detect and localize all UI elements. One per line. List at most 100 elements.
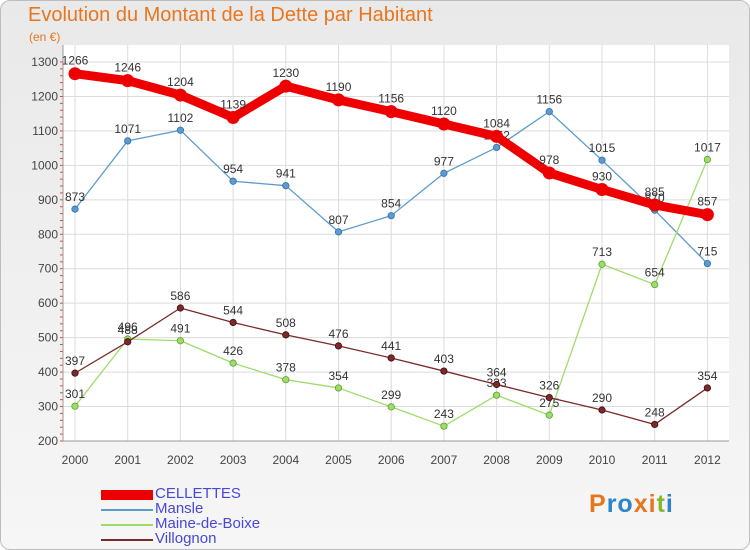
data-point-maine-de-boixe xyxy=(492,391,501,399)
legend-label-maine-de-boixe: Maine-de-Boixe xyxy=(155,515,261,532)
y-tick-label: 700 xyxy=(38,262,58,276)
data-point-villognon xyxy=(545,393,553,402)
x-tick-label: 2005 xyxy=(325,453,352,467)
x-tick-label: 2007 xyxy=(431,453,458,467)
data-label-cellettes: 1084 xyxy=(483,116,510,130)
legend-label-villognon: Villognon xyxy=(155,530,217,547)
data-point-cellettes xyxy=(542,166,556,180)
data-label-mansle: 1071 xyxy=(114,122,141,136)
data-point-cellettes xyxy=(279,79,293,93)
data-point-cellettes xyxy=(68,67,82,81)
legend-swatch-cellettes xyxy=(101,489,153,500)
y-tick-label: 1100 xyxy=(32,124,58,138)
data-point-villognon xyxy=(651,420,659,429)
data-label-maine-de-boixe: 299 xyxy=(381,388,401,402)
data-point-villognon xyxy=(71,369,79,377)
data-point-villognon xyxy=(387,354,395,362)
data-label-maine-de-boixe: 354 xyxy=(328,369,348,383)
x-tick-label: 2004 xyxy=(272,453,299,467)
data-point-maine-de-boixe xyxy=(651,280,659,289)
data-label-maine-de-boixe: 378 xyxy=(276,361,296,375)
data-label-cellettes: 1156 xyxy=(378,92,404,106)
data-label-mansle: 977 xyxy=(434,154,454,168)
data-point-villognon xyxy=(598,406,606,414)
data-point-mansle xyxy=(492,143,501,152)
data-label-mansle: 873 xyxy=(65,190,85,204)
data-label-maine-de-boixe: 654 xyxy=(645,266,665,280)
x-tick-label: 2008 xyxy=(483,453,510,467)
data-point-cellettes xyxy=(490,129,504,143)
data-point-cellettes xyxy=(332,93,345,107)
data-label-mansle: 941 xyxy=(276,167,296,181)
legend-swatch-villognon xyxy=(101,538,153,541)
logo-letter: P xyxy=(589,490,607,518)
data-label-cellettes: 1190 xyxy=(326,80,352,94)
x-tick-label: 2001 xyxy=(114,453,141,467)
data-label-villognon: 403 xyxy=(434,352,454,366)
data-label-maine-de-boixe: 491 xyxy=(170,322,190,336)
data-label-cellettes: 885 xyxy=(645,185,665,199)
chart-subtitle: (en €) xyxy=(29,30,61,44)
legend-label-cellettes: CELLETTES xyxy=(155,485,241,502)
data-label-cellettes: 1139 xyxy=(220,97,246,111)
chart-title: Evolution du Montant de la Dette par Hab… xyxy=(28,4,433,26)
data-point-cellettes xyxy=(121,74,135,88)
data-point-maine-de-boixe xyxy=(334,384,343,392)
y-tick-label: 900 xyxy=(38,193,58,207)
y-tick-label: 1300 xyxy=(31,55,58,69)
data-point-mansle xyxy=(71,205,79,213)
y-tick-label: 200 xyxy=(38,434,58,448)
data-label-cellettes: 978 xyxy=(539,153,559,167)
x-tick-label: 2000 xyxy=(62,453,89,467)
data-label-maine-de-boixe: 426 xyxy=(223,344,243,358)
data-label-villognon: 586 xyxy=(170,289,190,303)
data-label-maine-de-boixe: 713 xyxy=(592,245,612,259)
data-label-villognon: 476 xyxy=(328,327,348,341)
data-point-cellettes xyxy=(700,208,714,222)
data-label-villognon: 397 xyxy=(65,354,85,368)
data-point-mansle xyxy=(229,177,237,185)
legend-swatch-maine-de-boixe xyxy=(101,523,153,526)
data-point-villognon xyxy=(440,367,448,375)
legend-swatch-mansle xyxy=(101,508,153,511)
data-point-cellettes xyxy=(648,198,662,212)
data-point-mansle xyxy=(282,182,290,190)
data-point-maine-de-boixe xyxy=(229,359,237,367)
data-label-maine-de-boixe: 275 xyxy=(539,396,559,410)
x-tick-label: 2010 xyxy=(589,453,616,467)
data-point-mansle xyxy=(334,228,343,236)
data-label-villognon: 364 xyxy=(487,365,507,379)
data-label-maine-de-boixe: 301 xyxy=(65,387,85,401)
x-tick-label: 2006 xyxy=(378,453,405,467)
y-tick-label: 600 xyxy=(38,296,58,310)
data-label-cellettes: 1204 xyxy=(167,75,194,89)
data-label-cellettes: 1120 xyxy=(431,104,457,118)
data-label-mansle: 715 xyxy=(697,245,717,259)
data-label-cellettes: 1266 xyxy=(62,54,89,68)
y-tick-label: 400 xyxy=(38,365,58,379)
data-label-maine-de-boixe: 243 xyxy=(434,407,454,421)
y-tick-label: 300 xyxy=(38,400,58,414)
data-label-maine-de-boixe: 496 xyxy=(118,320,138,334)
y-tick-label: 800 xyxy=(38,227,58,241)
data-label-villognon: 354 xyxy=(697,369,717,383)
data-point-maine-de-boixe xyxy=(71,402,79,410)
y-tick-label: 1200 xyxy=(31,89,58,103)
x-tick-label: 2009 xyxy=(536,453,563,467)
data-point-cellettes xyxy=(595,182,609,196)
logo-letter: x xyxy=(633,490,649,518)
logo-letter: i xyxy=(665,490,674,518)
x-tick-label: 2012 xyxy=(694,453,721,467)
data-point-cellettes xyxy=(384,105,398,119)
x-tick-label: 2003 xyxy=(220,453,247,467)
data-point-maine-de-boixe xyxy=(703,155,712,164)
data-label-maine-de-boixe: 1017 xyxy=(694,141,721,155)
data-point-mansle xyxy=(176,126,184,134)
data-label-mansle: 1156 xyxy=(536,93,562,107)
logo-letter: t xyxy=(656,490,666,518)
data-label-mansle: 1015 xyxy=(589,141,616,155)
x-tick-label: 2011 xyxy=(642,453,668,467)
data-label-villognon: 248 xyxy=(645,405,665,419)
data-label-villognon: 326 xyxy=(539,379,559,393)
